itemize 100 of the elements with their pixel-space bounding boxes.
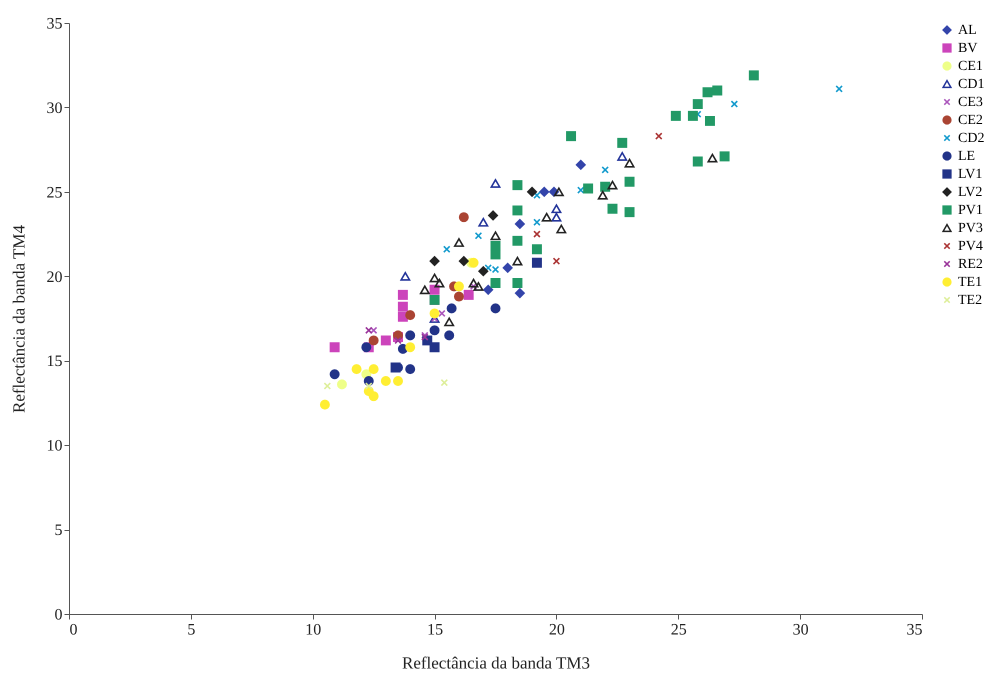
y-tick-label: 15 (46, 353, 62, 370)
point (430, 274, 440, 282)
x-tick-label: 15 (427, 622, 444, 638)
legend-label: CE3 (958, 95, 983, 110)
point (454, 292, 464, 302)
point (380, 335, 391, 346)
point (598, 190, 608, 200)
point (430, 342, 440, 352)
legend-label: LV1 (958, 167, 982, 182)
point (490, 178, 500, 188)
point (444, 330, 454, 340)
point (405, 342, 416, 352)
legend-label: PV1 (958, 203, 983, 218)
point (368, 364, 379, 374)
point (473, 282, 484, 291)
y-tick-label: 0 (54, 606, 62, 624)
legend-label: TE1 (958, 275, 982, 290)
point (835, 85, 843, 93)
point (502, 262, 513, 273)
point (527, 186, 538, 197)
point (430, 256, 440, 266)
legend-label: CE1 (958, 59, 983, 74)
legend-label: TE2 (958, 293, 982, 308)
point (512, 180, 522, 190)
point (478, 266, 488, 276)
point (398, 290, 408, 300)
point (434, 278, 444, 288)
point (405, 330, 416, 340)
point (670, 110, 681, 121)
legend-label: LV2 (958, 185, 982, 200)
point (617, 138, 628, 148)
legend-label: LE (958, 149, 976, 164)
point (352, 364, 362, 374)
point (368, 391, 379, 402)
point (336, 379, 347, 390)
point (655, 132, 663, 140)
point (446, 303, 457, 314)
point (556, 224, 566, 234)
x-tick-label: 10 (305, 622, 322, 638)
point (512, 256, 522, 266)
y-tick-label: 5 (54, 522, 62, 540)
point (704, 116, 715, 126)
point (552, 257, 560, 265)
point (438, 310, 446, 318)
point (390, 362, 401, 372)
x-tick-label: 25 (670, 622, 687, 638)
point (539, 186, 550, 197)
point (320, 400, 330, 410)
point (490, 249, 500, 260)
point (692, 99, 703, 110)
point (474, 232, 482, 240)
y-tick-label: 20 (46, 268, 62, 286)
point (566, 131, 576, 142)
point (443, 246, 450, 253)
point (430, 325, 440, 336)
legend-label: BV (958, 41, 978, 56)
point (692, 156, 703, 166)
point (483, 284, 494, 295)
x-tick-label: 35 (906, 622, 922, 638)
point (464, 290, 474, 300)
legend-label: PV3 (958, 221, 983, 236)
x-tick-label: 0 (70, 622, 78, 638)
x-tick-label: 20 (548, 622, 565, 638)
point (748, 70, 759, 80)
point (468, 258, 479, 268)
point (361, 342, 372, 352)
legend-label: CD1 (958, 77, 984, 92)
point (576, 160, 586, 170)
point (370, 326, 378, 334)
point (702, 87, 713, 98)
point (720, 151, 730, 162)
point (533, 192, 541, 199)
point (624, 176, 635, 187)
point (400, 272, 410, 281)
y-tick-label: 10 (46, 438, 62, 455)
point (380, 376, 391, 386)
point (533, 230, 541, 238)
point (601, 166, 609, 174)
point (688, 110, 698, 121)
point (394, 336, 402, 344)
point (542, 212, 552, 222)
point (454, 281, 464, 292)
y-tick-label: 35 (46, 16, 62, 32)
point (458, 256, 469, 266)
point (420, 285, 430, 294)
point (554, 187, 564, 196)
point (608, 204, 618, 214)
point (551, 204, 562, 214)
point (707, 154, 718, 163)
y-tick-label: 30 (46, 100, 62, 117)
x-tick-label: 5 (187, 622, 196, 638)
point (490, 278, 500, 288)
point (512, 205, 522, 216)
legend-label: AL (958, 23, 977, 38)
legend-label: CE2 (958, 113, 983, 128)
point (478, 218, 488, 227)
point (512, 278, 522, 288)
point (444, 317, 454, 326)
point (551, 212, 562, 222)
point (532, 244, 542, 254)
